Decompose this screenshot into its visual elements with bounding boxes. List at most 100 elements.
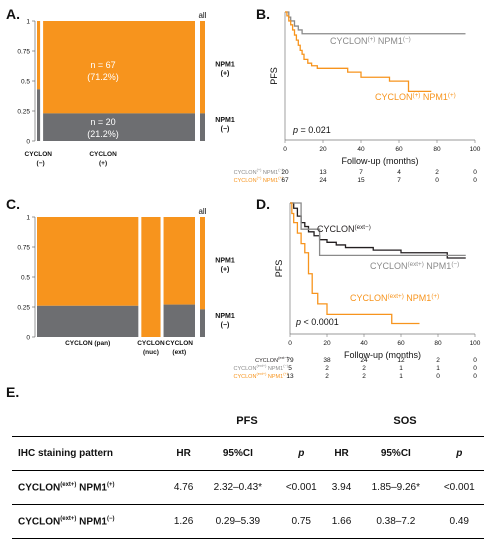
table-header-hr-sos: HR (325, 436, 358, 471)
km-d-risk-value: 0 (473, 365, 477, 372)
table-header-hr-pfs: HR (168, 436, 200, 471)
mosaic-a-annotation: n = 67 (90, 60, 115, 70)
km-b-y-label: PFS (269, 67, 279, 85)
km-d-risk-value: 2 (436, 357, 440, 364)
mosaic-c-y-tick-label: 0.75 (17, 245, 30, 252)
mosaic-a-bar-npm1-pos (37, 21, 41, 90)
km-d-x-tick-label: 20 (323, 340, 331, 347)
mosaic-c-row-label: NPM1 (215, 313, 235, 320)
table-header-pattern: IHC staining pattern (12, 436, 168, 471)
km-b-risk-value: 20 (281, 169, 289, 176)
mosaic-a-x-label-sub: (+) (99, 160, 107, 167)
mosaic-c-row-label: NPM1 (215, 258, 235, 265)
table-cell: 1.85–9.26* (357, 470, 435, 505)
mosaic-c-row-label-sign: (−) (221, 322, 230, 329)
mosaic-a-x-label-sub: (−) (37, 160, 45, 167)
km-d-risk-value: 2 (362, 365, 366, 372)
km-d-x-tick-label: 0 (288, 340, 292, 347)
km-d-pvalue: p < 0.0001 (295, 317, 339, 327)
km-d-series-line (290, 202, 466, 257)
table-group-sos: SOS (393, 415, 417, 427)
km-d-risk-value: 24 (360, 357, 368, 364)
table-cell: 0.38–7.2 (357, 504, 435, 539)
mosaic-c-bar-npm1-pos (141, 217, 161, 337)
km-b-risk-value: 4 (397, 169, 401, 176)
mosaic-c-x-label: CYCLON (166, 340, 194, 347)
km-b-legend-pos: CYCLON(+) NPM1(+) (375, 92, 456, 102)
panel-label-a: A. (6, 6, 20, 22)
mosaic-c-x-label-sub: (ext) (172, 349, 186, 356)
mosaic-a-y-tick-label: 0.75 (17, 49, 30, 56)
table-row-label: CYCLON(ext+) NPM1(−) (12, 504, 168, 539)
km-d-series-line (290, 202, 420, 325)
mosaic-a-y-tick-label: 0.5 (21, 79, 30, 86)
mosaic-a-annotation: n = 20 (90, 117, 115, 127)
table-cell: <0.001 (434, 470, 484, 505)
table-cell: 3.94 (325, 470, 358, 505)
km-d-x-tick-label: 100 (470, 340, 481, 347)
table-cell: 2.32–0.43* (199, 470, 277, 505)
km-b-x-label: Follow-up (months) (341, 156, 418, 166)
mosaic-a-bar-npm1-pos (43, 21, 195, 114)
km-d-x-tick-label: 60 (397, 340, 405, 347)
mosaic-a-y-tick-label: 0 (26, 139, 30, 146)
km-b-risk-value: 24 (319, 177, 327, 184)
table-cell: 1.26 (168, 504, 200, 539)
km-b-series-line (285, 11, 466, 35)
mosaic-a-all-bar-pos (200, 21, 205, 114)
mosaic-c-bar-npm1-pos (37, 217, 139, 306)
mosaic-a-bar-npm1-neg (43, 113, 195, 141)
table-cell: <0.001 (276, 470, 326, 505)
km-d-risk-value: 2 (362, 373, 366, 380)
km-d-risk-value: 1 (399, 365, 403, 372)
km-b-series-line (285, 11, 432, 93)
mosaic-a-row-label: NPM1 (215, 62, 235, 69)
km-d-risk-value: 79 (286, 357, 294, 364)
km-b-x-tick-label: 20 (319, 146, 327, 153)
table-row-label: CYCLON(ext+) NPM1(+) (12, 470, 168, 505)
km-d-x-tick-label: 80 (434, 340, 442, 347)
mosaic-a-x-label: CYCLON (25, 151, 53, 158)
figure-canvas: 0 0.25 0.5 0.75 1 all NPM1 (+) NPM1 (−) CYCLON (−) C… (17, 11, 481, 380)
km-b-x-tick-label: 100 (470, 146, 481, 153)
km-d-risk-value: 12 (397, 357, 405, 364)
km-d-legend-pos: CYCLON(ext+) NPM1(+) (350, 293, 439, 303)
mosaic-a-x-label: CYCLON (89, 151, 117, 158)
km-b-risk-value: 0 (435, 177, 439, 184)
mosaic-c-all-label: all (198, 207, 206, 216)
km-d-risk-value: 5 (288, 365, 292, 372)
mosaic-c-x-label-sub: (nuc) (143, 349, 159, 356)
panel-label-b: B. (256, 6, 270, 22)
mosaic-a-all-bar-neg (200, 113, 205, 141)
table-cell: 1.66 (325, 504, 358, 539)
km-d-risk-label: CYCLON(ext+) NPM1(+) (234, 372, 289, 380)
mosaic-a-row-label-sign: (+) (221, 71, 230, 78)
km-d-risk-value: 2 (325, 373, 329, 380)
mosaic-c-all-bar-neg (200, 309, 205, 337)
km-b-risk-value: 15 (357, 177, 365, 184)
km-d-risk-label: CYCLON(ext−) (255, 356, 289, 364)
table-cell: 0.75 (276, 504, 326, 539)
km-d-risk-value: 38 (323, 357, 331, 364)
mosaic-c-y-tick-label: 0 (26, 335, 30, 342)
mosaic-c-y-tick-label: 0.25 (17, 305, 30, 312)
table-cell: 0.49 (434, 504, 484, 539)
table-cell: 4.76 (168, 470, 200, 505)
table-corner (12, 406, 168, 437)
hazard-ratio-table: PFS SOS IHC staining pattern HR 95%CI p … (12, 406, 484, 539)
km-b-risk-label: CYCLON(+) NPM1(+) (234, 176, 284, 184)
table-row: CYCLON(ext+) NPM1(+) 4.76 2.32–0.43* <0.… (12, 470, 484, 505)
mosaic-a-y-tick-label: 0.25 (17, 109, 30, 116)
km-b-risk-value: 0 (473, 169, 477, 176)
panel-label-c: C. (6, 196, 20, 212)
panel-label-e: E. (6, 384, 20, 400)
km-d-risk-value: 13 (286, 373, 294, 380)
mosaic-c-row-label-sign: (+) (221, 267, 230, 274)
km-d-legend-ext-neg: CYCLON(ext−) (317, 224, 371, 234)
km-b-pvalue: p = 0.021 (292, 125, 331, 135)
km-b-x-tick-label: 60 (395, 146, 403, 153)
mosaic-c-y-tick-label: 0.5 (21, 275, 30, 282)
mosaic-a-y-tick-label: 1 (26, 19, 30, 26)
mosaic-a-row-label: NPM1 (215, 117, 235, 124)
km-b-risk-value: 7 (359, 169, 363, 176)
